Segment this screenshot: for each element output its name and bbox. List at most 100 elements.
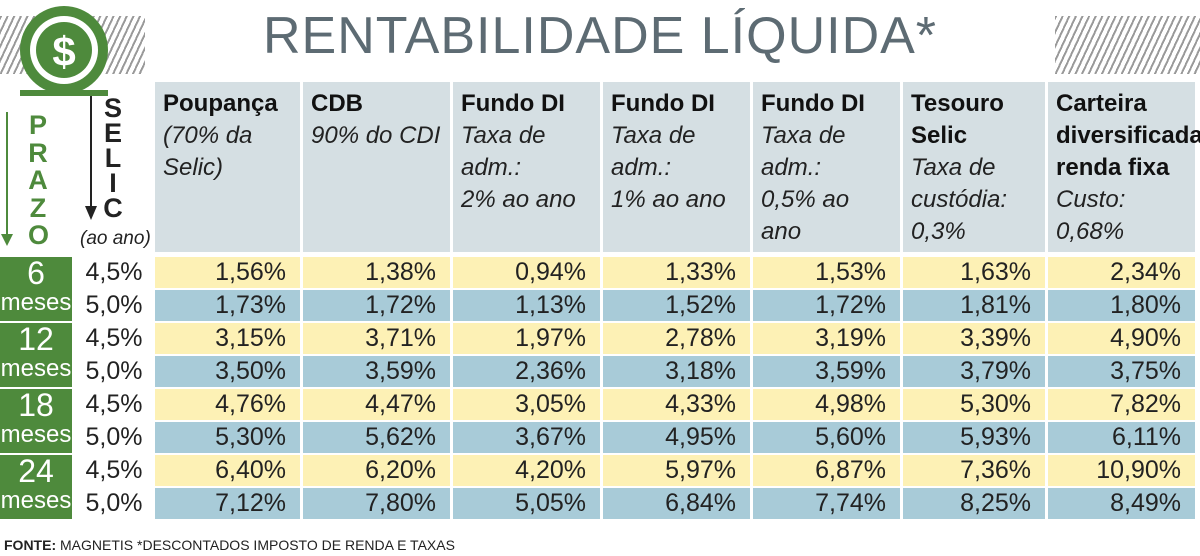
table-cell: 0,94% [453,257,600,288]
table-cell: 2,78% [603,323,750,354]
table-cell: 4,95% [603,422,750,453]
table-cell: 3,71% [303,323,450,354]
table-cell: 1,38% [303,257,450,288]
axis-letter: E [103,118,122,148]
table-cell: 5,30% [155,422,300,453]
column-header: CDB 90% do CDI [303,82,450,252]
table-cell: 5,97% [603,455,750,486]
table-cell: 1,73% [155,290,300,321]
table-cell: 7,74% [753,488,900,519]
table-cell: 1,80% [1048,290,1195,321]
column-header-title: Carteira diversificada renda fixa [1056,90,1200,181]
table-cell: 1,63% [903,257,1045,288]
table-cell: 3,67% [453,422,600,453]
axis-letter: A [28,165,48,195]
table-cell: 3,15% [155,323,300,354]
table-cell: 1,52% [603,290,750,321]
table-cell: 7,82% [1048,389,1195,420]
table-cell: 2,34% [1048,257,1195,288]
selic-rate-cell: 4,5% [85,390,143,418]
selic-rate-cell: 4,5% [85,258,143,286]
table-cell: 6,20% [303,455,450,486]
axis-letter: L [104,143,122,173]
table-cell: 1,56% [155,257,300,288]
table-cell: 1,81% [903,290,1045,321]
table-cell: 6,40% [155,455,300,486]
selic-unit-label: (ao ano) [80,228,151,249]
table-cell: 6,87% [753,455,900,486]
table-cell: 2,36% [453,356,600,387]
axis-letter: I [109,168,117,198]
svg-text:$: $ [52,28,75,75]
table-cell: 5,93% [903,422,1045,453]
table-cell: 3,50% [155,356,300,387]
table-cell: 4,20% [453,455,600,486]
decorative-hatch-right [1055,16,1200,74]
table-cell: 6,84% [603,488,750,519]
prazo-unit: meses [0,289,72,316]
table-cell: 5,30% [903,389,1045,420]
table-cell: 1,72% [753,290,900,321]
column-header-subtitle: (70% da Selic) [163,122,253,181]
axis-letter: R [28,137,48,168]
table-cell: 3,18% [603,356,750,387]
table-cell: 5,62% [303,422,450,453]
table-cell: 3,19% [753,323,900,354]
table-cell: 1,72% [303,290,450,321]
table-cell: 4,90% [1048,323,1195,354]
money-icon: $ [20,6,108,96]
column-header-title: Fundo DI [761,90,865,117]
column-header-title: CDB [311,90,363,117]
selic-rate-cell: 4,5% [85,324,143,352]
prazo-number: 24 [18,453,54,489]
axis-letter: Z [29,192,47,223]
prazo-group-label: 12 meses [0,323,72,387]
column-header-title: Fundo DI [611,90,715,117]
prazo-group-label: 6 meses [0,257,72,321]
selic-rate-cell: 4,5% [85,456,143,484]
table-cell: 7,80% [303,488,450,519]
selic-rate-cell: 5,0% [85,357,143,385]
column-header-title: Poupança [163,90,278,117]
prazo-number: 12 [18,321,54,357]
axis-letter: P [28,110,47,140]
table-cell: 6,11% [1048,422,1195,453]
table-cell: 3,39% [903,323,1045,354]
table-cell: 8,49% [1048,488,1195,519]
column-header-title: Tesouro Selic [911,90,1004,149]
table-cell: 10,90% [1048,455,1195,486]
table-cell: 4,47% [303,389,450,420]
source-text: MAGNETIS *DESCONTADOS IMPOSTO DE RENDA E… [56,537,455,553]
table-cell: 1,33% [603,257,750,288]
table-cell: 4,98% [753,389,900,420]
column-header: Fundo DI Taxa de adm.: 1% ao ano [603,82,750,252]
table-cell: 1,53% [753,257,900,288]
table-cell: 1,13% [453,290,600,321]
column-header-subtitle: Taxa de adm.: 2% ao ano [461,122,576,213]
column-header-subtitle: Taxa de adm.: 1% ao ano [611,122,726,213]
table-cell: 4,33% [603,389,750,420]
prazo-unit: meses [0,487,72,514]
column-header: Carteira diversificada renda fixa Custo: … [1048,82,1200,277]
prazo-down-arrow-icon [1,112,13,246]
table-cell: 3,59% [753,356,900,387]
column-header: Fundo DI Taxa de adm.: 2% ao ano [453,82,600,252]
axis-letter: C [103,193,123,223]
prazo-unit: meses [0,421,72,448]
table-cell: 5,05% [453,488,600,519]
table-cell: 1,97% [453,323,600,354]
table-cell: 3,79% [903,356,1045,387]
table-cell: 4,76% [155,389,300,420]
column-header-subtitle: 90% do CDI [311,122,441,149]
prazo-number: 18 [18,387,54,423]
prazo-number: 6 [27,255,45,291]
table-cell: 3,05% [453,389,600,420]
column-header: Fundo DI Taxa de adm.: 0,5% ao ano [753,82,900,252]
prazo-group-label: 18 meses [0,389,72,453]
table-cell: 3,75% [1048,356,1195,387]
prazo-group-label: 24 meses [0,455,72,519]
column-header: Poupança (70% da Selic) [155,82,300,252]
prazo-unit: meses [0,355,72,382]
